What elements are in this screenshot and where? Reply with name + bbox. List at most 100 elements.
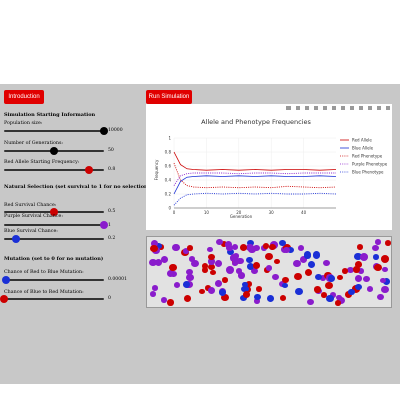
organism-dot (366, 285, 374, 292)
organism-dot (209, 269, 216, 276)
organism-dot (363, 276, 370, 283)
reset-axes-icon[interactable] (359, 106, 363, 110)
hover-closest-icon[interactable] (377, 106, 381, 110)
organism-dot (222, 277, 229, 283)
series-line-red-allele (173, 151, 337, 171)
organism-dot (292, 259, 301, 268)
organism-dot (214, 280, 223, 288)
organism-dot (256, 285, 263, 292)
organism-dot (240, 295, 247, 302)
blue-survival-label: Blue Survival Chance: (4, 229, 58, 234)
organism-dot (152, 285, 159, 292)
organism-dot (253, 293, 261, 301)
zoom-out-icon[interactable] (341, 106, 345, 110)
blue-survival-value: 0.2 (108, 236, 116, 241)
box-select-icon[interactable] (314, 106, 318, 110)
introduction-button[interactable]: Introduction (4, 90, 44, 104)
organism-dot (273, 258, 280, 265)
organism-dot (246, 262, 255, 270)
organism-dot (326, 295, 334, 302)
pan-icon[interactable] (305, 106, 309, 110)
organism-dot (226, 248, 235, 256)
population-slider-thumb[interactable] (100, 127, 108, 135)
organism-dot (293, 272, 302, 280)
frequency-chart-svg: Allele and Phenotype Frequencies 0 0.2 0.4… (154, 106, 390, 219)
series-line-blue-allele (173, 175, 337, 195)
organism-dot (379, 277, 386, 284)
population-label: Population size: (4, 121, 43, 126)
organism-dot (354, 275, 362, 282)
blue-survival-slider-thumb[interactable] (12, 235, 20, 243)
purple-survival-label: Purple Survival Chance: (4, 214, 63, 219)
organism-dot (381, 286, 389, 294)
organism-dot (356, 244, 364, 250)
autoscale-icon[interactable] (350, 106, 354, 110)
organism-dot (182, 248, 190, 254)
organism-dot (337, 296, 346, 305)
organism-dot (354, 260, 363, 268)
organism-dot (299, 255, 308, 263)
organism-dot (150, 244, 159, 253)
organism-dot (307, 298, 315, 305)
organism-dot (154, 259, 162, 266)
organism-dot (303, 251, 311, 258)
red-freq-slider-thumb[interactable] (85, 166, 93, 174)
organism-dot (220, 293, 229, 302)
organism-dot (166, 299, 174, 306)
run-simulation-button[interactable]: Run Simulation (146, 90, 192, 104)
organism-dot (150, 240, 159, 247)
camera-icon[interactable] (286, 106, 291, 110)
red-blue-mutation-value: 0.00001 (108, 277, 127, 282)
organism-dot (149, 258, 158, 266)
purple-survival-slider-thumb[interactable] (100, 221, 108, 229)
organism-dot (206, 246, 213, 253)
organism-dot (282, 276, 289, 283)
y-tick-label: 1 (168, 136, 171, 141)
red-blue-mutation-slider-thumb[interactable] (2, 276, 10, 284)
hover-compare-icon[interactable] (386, 106, 390, 110)
organism-dot (161, 256, 169, 263)
organism-dot (230, 254, 239, 262)
chart-legend[interactable]: Red Allele Blue Allele Red Phenotype Purple… (340, 138, 388, 175)
zoom-icon[interactable] (296, 106, 300, 110)
chart-grid (173, 137, 336, 209)
organism-dot (253, 244, 261, 252)
organism-dot (226, 245, 233, 252)
red-survival-slider-thumb[interactable] (50, 208, 58, 216)
starting-heading: Simulation Starting Information (4, 112, 96, 118)
organism-dot (246, 281, 253, 287)
chart-toolbar[interactable] (286, 106, 390, 110)
zoom-in-icon[interactable] (332, 106, 336, 110)
legend-entry: Blue Allele (352, 146, 374, 151)
generations-value: 50 (108, 148, 114, 153)
organism-dot (241, 285, 249, 293)
lasso-icon[interactable] (323, 106, 327, 110)
organism-dot (295, 287, 303, 296)
organism-dot (155, 242, 163, 249)
spike-lines-icon[interactable] (368, 106, 372, 110)
chart-ticks: 00.20.40.60.810 10 20 30 40 (165, 136, 307, 216)
generations-slider-thumb[interactable] (50, 147, 58, 155)
selection-heading: Natural Selection (set survival to 1 for… (4, 184, 151, 190)
organism-dot (253, 298, 261, 304)
organism-dot (381, 255, 390, 263)
organism-dot (160, 297, 168, 304)
organism-dot (236, 257, 244, 265)
blue-red-mutation-slider-thumb[interactable] (0, 295, 8, 303)
organism-dot (278, 240, 286, 247)
organism-dot (201, 263, 209, 270)
organism-dot (170, 271, 178, 278)
organism-dot (239, 244, 247, 252)
organism-dot (272, 274, 279, 281)
organism-dot (241, 281, 249, 288)
mutation-heading: Mutation (set to 0 for no mutation) (4, 256, 104, 262)
organism-dot (169, 264, 177, 271)
organism-dot (208, 287, 216, 294)
legend-entry: Purple Phenotype (352, 162, 388, 167)
organism-dot (208, 254, 215, 261)
organism-dot (372, 253, 380, 260)
organism-dot (242, 291, 250, 298)
x-tick-label: 10 (204, 210, 210, 215)
controls-panel: Simulation Starting Information Populati… (0, 0, 150, 400)
organism-dot (218, 289, 226, 296)
